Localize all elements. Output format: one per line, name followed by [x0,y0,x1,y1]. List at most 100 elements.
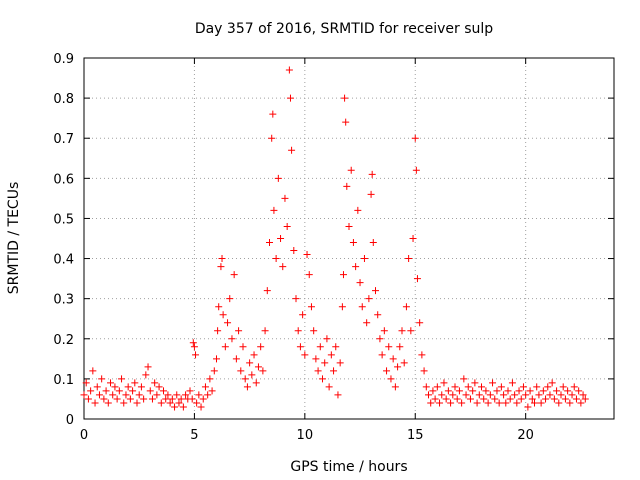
data-point [285,66,293,74]
y-tick-label: 0.4 [53,253,74,268]
data-point [400,359,408,367]
data-point [495,399,503,407]
data-point [519,383,527,391]
data-point [173,391,181,399]
data-point [232,355,240,363]
data-point [440,379,448,387]
data-point [228,335,236,343]
data-point [398,327,406,335]
data-point [272,255,280,263]
data-point [555,399,563,407]
data-point [257,343,265,351]
data-point [341,94,349,102]
data-point [164,391,172,399]
data-point [95,391,103,399]
data-point [453,395,461,403]
data-point [482,387,490,395]
data-point [270,206,278,214]
data-point [89,367,97,375]
data-point [208,387,216,395]
data-point [402,303,410,311]
data-point [91,399,99,407]
chart-title: Day 357 of 2016, SRMTID for receiver sul… [195,21,493,37]
data-point [327,351,335,359]
data-point [429,387,437,395]
data-point [449,391,457,399]
data-point [572,395,580,403]
data-point [148,395,156,403]
data-point [570,383,578,391]
data-point [107,379,114,387]
data-point [254,363,262,371]
data-point [199,395,207,403]
data-point [473,399,481,407]
data-point [412,166,420,174]
data-point [166,399,174,407]
data-point [455,387,463,395]
data-point [122,391,130,399]
data-point [566,399,574,407]
data-point [168,395,176,403]
data-point [471,379,479,387]
data-point [367,190,375,198]
data-point [546,391,554,399]
data-point [144,363,152,371]
data-point [533,383,541,391]
data-point [352,263,360,271]
data-point [464,383,472,391]
tick-layer: 0 5 10 15 20 0 0.1 0.2 0.3 0.4 0.5 0.6 0.7 0.8 0.9 [53,52,614,443]
data-point [118,375,126,383]
data-point [383,367,391,375]
data-point [466,395,474,403]
data-point [310,327,318,335]
data-point [528,395,536,403]
data-point [524,403,532,411]
data-point [243,383,251,391]
data-point [153,391,161,399]
data-point [391,383,399,391]
data-point [431,395,439,403]
data-point [268,134,276,142]
data-point [84,395,92,403]
data-point [140,395,148,403]
data-point [411,134,419,142]
data-point [484,399,492,407]
data-point [215,303,223,311]
data-point [279,263,287,271]
data-point [497,383,505,391]
data-point [559,383,567,391]
data-point [246,359,254,367]
data-point [80,391,88,399]
data-point [480,395,488,403]
data-point [210,367,218,375]
y-tick-label: 0.7 [53,132,74,147]
data-point [433,383,441,391]
data-point [219,311,227,319]
data-point [214,327,222,335]
data-point [537,399,545,407]
data-point [376,335,384,343]
data-point [290,247,298,255]
data-point [175,399,183,407]
data-point [526,387,534,395]
data-point [102,387,110,395]
data-point [261,327,269,335]
data-point [186,387,194,395]
data-point [553,387,561,395]
data-point [508,379,516,387]
data-point [135,391,143,399]
data-point [416,319,424,327]
data-point [360,255,368,263]
data-point [380,327,388,335]
data-point [368,170,376,178]
data-point [343,182,351,190]
data-point [561,395,569,403]
data-point [336,359,344,367]
data-point [506,395,514,403]
data-point [522,391,530,399]
data-point [312,355,320,363]
x-tick-label: 10 [297,428,314,443]
data-point [120,399,128,407]
data-point [171,403,179,411]
data-point [160,387,167,395]
